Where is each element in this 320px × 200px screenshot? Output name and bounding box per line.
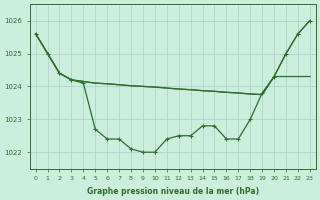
X-axis label: Graphe pression niveau de la mer (hPa): Graphe pression niveau de la mer (hPa) [87, 187, 259, 196]
